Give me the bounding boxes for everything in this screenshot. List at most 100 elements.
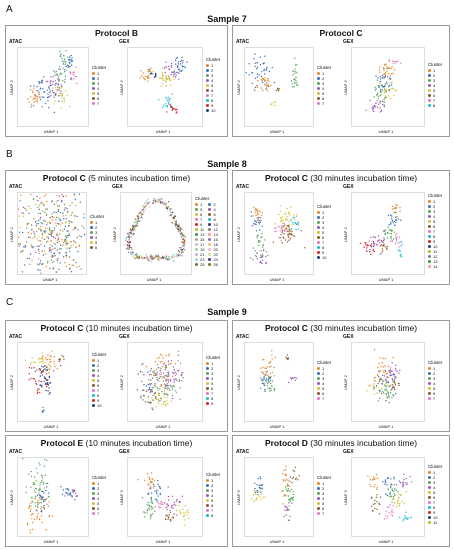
cell-point	[366, 247, 368, 249]
section-c-letter: C	[6, 297, 14, 308]
cell-point	[148, 479, 150, 481]
cell-point	[45, 241, 48, 243]
legend-item: 2	[206, 483, 220, 488]
legend-label: 5	[211, 83, 214, 88]
legend-item: 3	[428, 480, 442, 485]
cell-point	[282, 503, 284, 505]
cell-point	[289, 476, 292, 478]
cell-point	[174, 215, 176, 218]
cell-point	[398, 496, 400, 499]
cell-point	[404, 482, 406, 484]
cell-point	[384, 64, 386, 66]
cell-point	[285, 468, 287, 471]
cell-point	[391, 384, 393, 386]
legend-item: 2	[428, 204, 442, 209]
legend-item: 7	[206, 508, 220, 513]
y-axis-label: UMAP 2	[112, 226, 117, 242]
cell-point	[58, 240, 60, 243]
cell-point	[379, 101, 381, 103]
cell-point	[40, 502, 42, 504]
cell-point	[156, 371, 158, 373]
cell-point	[39, 369, 42, 371]
sample-7-title: Sample 7	[207, 14, 247, 24]
cell-point	[29, 505, 31, 507]
cell-point	[288, 239, 290, 241]
umap-gex: GEX UMAP 2 UMAP 1 Cluster 1 2 3 4 5 6 7 8	[343, 39, 447, 135]
cell-point	[274, 356, 277, 358]
cell-point	[252, 215, 254, 217]
cell-point	[29, 85, 32, 87]
cell-point	[398, 480, 401, 482]
cell-point	[278, 236, 280, 239]
cell-point	[382, 241, 384, 243]
cell-point	[39, 218, 41, 220]
legend-swatch	[428, 265, 431, 269]
cell-point	[370, 243, 373, 245]
legend-swatch	[428, 205, 431, 209]
legend-swatch	[195, 237, 198, 241]
cell-point	[154, 385, 157, 387]
cell-point	[168, 98, 170, 100]
cell-point	[383, 67, 385, 69]
legend-item: 1	[206, 478, 220, 483]
cell-point	[257, 86, 259, 88]
cell-point	[386, 66, 388, 68]
cell-point	[26, 524, 29, 526]
cell-point	[153, 198, 155, 200]
legend-label: 3	[97, 80, 100, 86]
legend-item: 9	[428, 510, 442, 515]
cell-point	[253, 223, 255, 225]
cell-point	[399, 482, 402, 484]
legend-swatch	[206, 104, 209, 107]
cell-point	[394, 384, 397, 386]
cell-point	[175, 63, 177, 65]
cell-point	[152, 202, 154, 205]
cell-point	[184, 67, 187, 69]
cell-point	[173, 379, 175, 381]
cell-point	[160, 199, 162, 201]
cell-point	[370, 253, 372, 256]
cell-point	[395, 489, 397, 491]
cell-point	[53, 363, 55, 365]
cell-point	[31, 362, 33, 364]
cell-point	[382, 245, 384, 247]
cell-point	[157, 198, 159, 201]
cell-point	[170, 105, 172, 107]
cell-point	[48, 516, 50, 518]
legend-label: 4	[97, 85, 100, 91]
cell-point	[265, 251, 267, 253]
cell-point	[31, 528, 34, 531]
cell-point	[59, 229, 62, 231]
x-axis-label: UMAP 1	[378, 424, 394, 429]
cell-point	[83, 217, 85, 219]
legend-label: 9	[200, 221, 203, 227]
cell-point	[73, 193, 75, 195]
cell-point	[171, 109, 174, 111]
cell-point	[385, 373, 387, 375]
cell-point	[391, 397, 393, 399]
cell-point	[142, 72, 144, 74]
cell-point	[181, 65, 183, 67]
cell-point	[41, 365, 43, 368]
cell-point	[65, 488, 67, 490]
cell-point	[167, 486, 169, 488]
cell-point	[293, 214, 295, 216]
cell-point	[43, 409, 45, 411]
cell-point	[56, 204, 59, 206]
cell-point	[259, 56, 261, 58]
cell-point	[159, 486, 161, 488]
cell-point	[390, 484, 392, 486]
legend-label: 10	[211, 108, 216, 113]
legend-label: 4	[433, 380, 436, 386]
cell-point	[61, 199, 63, 202]
cell-point	[180, 233, 182, 236]
cell-point	[162, 203, 165, 205]
cell-point	[154, 72, 157, 75]
cell-point	[149, 206, 151, 208]
cell-point	[154, 372, 156, 375]
cell-point	[400, 219, 402, 221]
cell-point	[391, 509, 393, 511]
cell-point	[392, 205, 394, 208]
axes-frame	[17, 192, 87, 275]
legend-swatch	[206, 64, 209, 67]
